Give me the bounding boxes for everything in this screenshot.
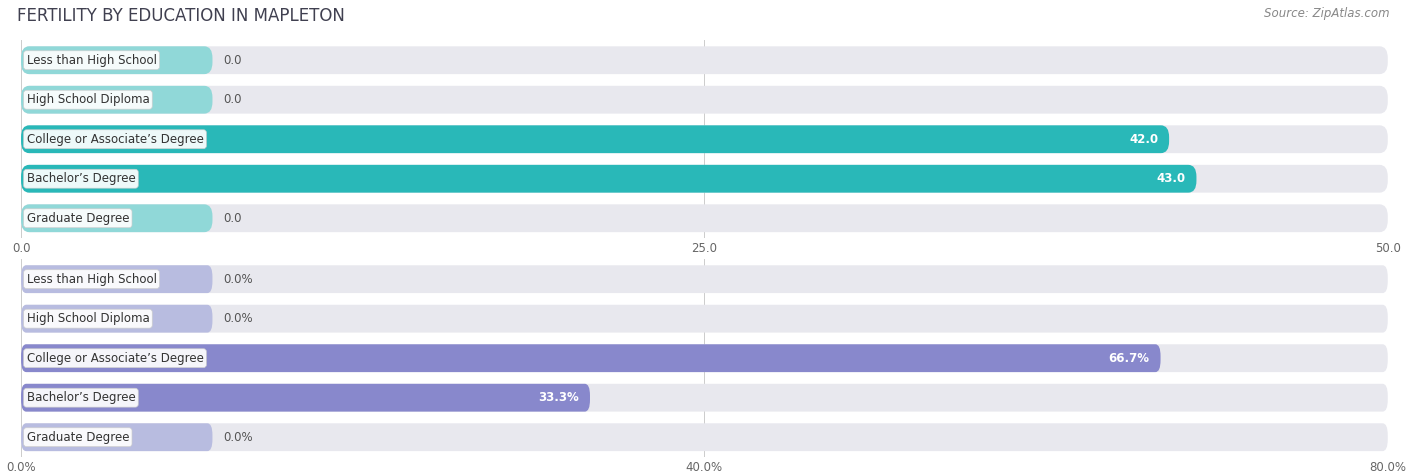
FancyBboxPatch shape (21, 265, 212, 293)
FancyBboxPatch shape (21, 46, 1388, 74)
FancyBboxPatch shape (21, 344, 1160, 372)
FancyBboxPatch shape (21, 384, 1388, 412)
FancyBboxPatch shape (21, 86, 1388, 114)
Text: 0.0%: 0.0% (224, 312, 253, 325)
Text: FERTILITY BY EDUCATION IN MAPLETON: FERTILITY BY EDUCATION IN MAPLETON (17, 7, 344, 25)
Text: College or Associate’s Degree: College or Associate’s Degree (27, 133, 204, 146)
Text: 42.0: 42.0 (1129, 133, 1159, 146)
Text: High School Diploma: High School Diploma (27, 312, 149, 325)
FancyBboxPatch shape (21, 423, 1388, 451)
Text: 0.0%: 0.0% (224, 431, 253, 444)
Text: 0.0: 0.0 (224, 93, 242, 106)
Text: Graduate Degree: Graduate Degree (27, 431, 129, 444)
FancyBboxPatch shape (21, 305, 1388, 333)
Text: Less than High School: Less than High School (27, 273, 156, 286)
Text: High School Diploma: High School Diploma (27, 93, 149, 106)
Text: 0.0: 0.0 (224, 212, 242, 225)
FancyBboxPatch shape (21, 165, 1388, 193)
FancyBboxPatch shape (21, 384, 591, 412)
Text: Graduate Degree: Graduate Degree (27, 212, 129, 225)
FancyBboxPatch shape (21, 265, 1388, 293)
FancyBboxPatch shape (21, 46, 212, 74)
Text: 0.0: 0.0 (224, 54, 242, 67)
Text: Source: ZipAtlas.com: Source: ZipAtlas.com (1264, 7, 1389, 20)
Text: 0.0%: 0.0% (224, 273, 253, 286)
Text: 43.0: 43.0 (1156, 172, 1185, 185)
FancyBboxPatch shape (21, 165, 1197, 193)
FancyBboxPatch shape (21, 423, 212, 451)
Text: 33.3%: 33.3% (538, 391, 579, 404)
FancyBboxPatch shape (21, 204, 1388, 232)
FancyBboxPatch shape (21, 125, 1388, 153)
Text: Less than High School: Less than High School (27, 54, 156, 67)
FancyBboxPatch shape (21, 125, 1170, 153)
Text: 66.7%: 66.7% (1108, 352, 1150, 365)
FancyBboxPatch shape (21, 344, 1388, 372)
FancyBboxPatch shape (21, 86, 212, 114)
Text: Bachelor’s Degree: Bachelor’s Degree (27, 172, 135, 185)
Text: Bachelor’s Degree: Bachelor’s Degree (27, 391, 135, 404)
Text: College or Associate’s Degree: College or Associate’s Degree (27, 352, 204, 365)
FancyBboxPatch shape (21, 204, 212, 232)
FancyBboxPatch shape (21, 305, 212, 333)
